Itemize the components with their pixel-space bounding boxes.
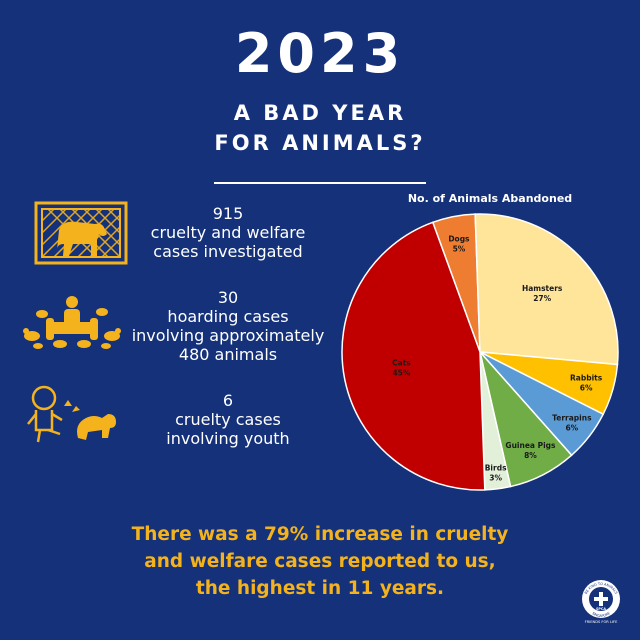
stat-2-line-1: 30 bbox=[217, 288, 239, 307]
pie-chart: Dogs 5% Hamsters 27% Rabbits 6% Terrapins 6% Gui… bbox=[341, 213, 619, 491]
pie-label-cats: Cats 45% bbox=[392, 358, 411, 377]
chart-title: No. of Animals Abandoned bbox=[407, 192, 573, 205]
subtitle-line-1: A BAD YEAR bbox=[233, 101, 407, 125]
stat-hoarding-cases: 30 hoarding cases involving approximatel… bbox=[128, 288, 328, 364]
footer-statement: There was a 79% increase in cruelty and … bbox=[0, 521, 640, 602]
stat-1-line-2: cruelty and welfare bbox=[150, 223, 306, 242]
caged-dog-icon bbox=[34, 201, 128, 265]
year-heading: 2023 bbox=[234, 22, 406, 85]
pie-slice-hamsters bbox=[474, 213, 619, 366]
pie-label-birds: Birds 3% bbox=[485, 463, 507, 482]
pie-label-terrapins: Terrapins 6% bbox=[552, 414, 592, 433]
spca-logo: BE KIND TO ANIMALS SINGAPORE SPCA FRIEND… bbox=[582, 580, 620, 624]
stat-cruelty-cases: 915 cruelty and welfare cases investigat… bbox=[128, 204, 328, 261]
hoarder-with-pets-icon bbox=[23, 296, 121, 349]
stat-3-line-1: 6 bbox=[222, 391, 234, 410]
stat-1-line-1: 915 bbox=[212, 204, 244, 223]
pie-label-guinea-pigs: Guinea Pigs 8% bbox=[505, 441, 556, 460]
logo-center: SPCA bbox=[596, 607, 606, 611]
pie-label-dogs: Dogs 5% bbox=[448, 235, 470, 254]
logo-tagline: FRIENDS FOR LIFE bbox=[585, 620, 618, 624]
svg-text:SINGAPORE: SINGAPORE bbox=[591, 611, 611, 618]
child-kicking-dog-icon bbox=[27, 385, 116, 443]
pie-label-hamsters: Hamsters 27% bbox=[522, 284, 563, 303]
stat-2-line-3: involving approximately bbox=[131, 326, 325, 345]
divider bbox=[214, 182, 426, 184]
pie-label-rabbits: Rabbits 6% bbox=[570, 373, 603, 392]
stat-1-line-3: cases investigated bbox=[153, 242, 303, 261]
subtitle: A BAD YEAR FOR ANIMALS? bbox=[0, 98, 640, 158]
stat-3-line-2: cruelty cases bbox=[175, 410, 281, 429]
pie-slice-cats bbox=[341, 221, 486, 491]
stat-2-line-4: 480 animals bbox=[178, 345, 278, 364]
logo-ring-bottom: SINGAPORE bbox=[591, 611, 611, 618]
footer-line-3: the highest in 11 years. bbox=[195, 578, 445, 599]
footer-line-1: There was a 79% increase in cruelty bbox=[131, 524, 509, 545]
stat-3-line-3: involving youth bbox=[166, 429, 290, 448]
footer-line-2: and welfare cases reported to us, bbox=[144, 551, 496, 572]
subtitle-line-2: FOR ANIMALS? bbox=[214, 131, 426, 155]
stat-youth-cases: 6 cruelty cases involving youth bbox=[128, 391, 328, 448]
stat-2-line-2: hoarding cases bbox=[167, 307, 289, 326]
